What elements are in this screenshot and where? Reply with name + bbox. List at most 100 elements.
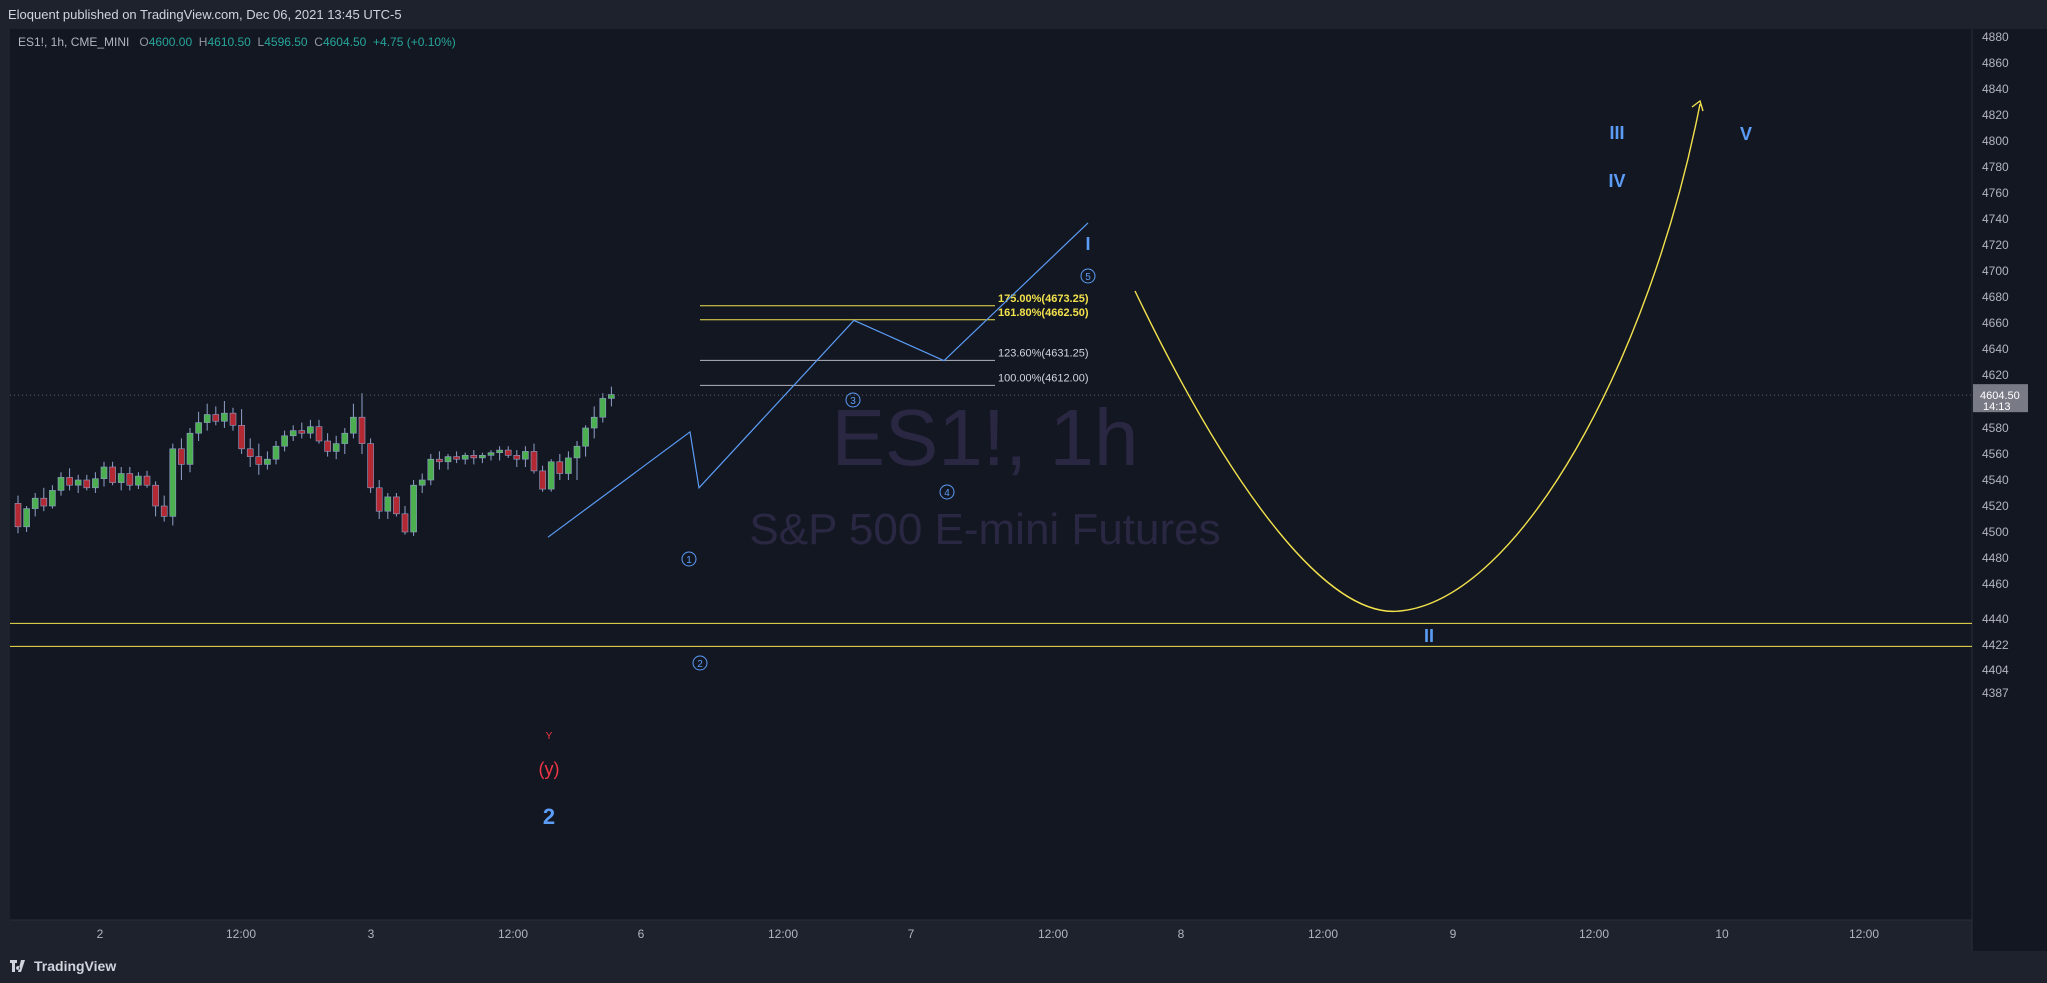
candle-body [332,443,340,452]
candle-body [479,454,486,459]
candle-body [100,466,108,479]
candle-body [272,445,280,460]
wave-minor-label: 4 [944,488,950,499]
legend-low: 4596.50 [264,35,308,49]
legend-high: 4610.50 [207,35,251,49]
fib-level-label: 175.00%(4673.25) [998,293,1089,305]
time-tick-label: 12:00 [1038,927,1068,941]
price-tick-label: 4760 [1982,186,2009,200]
price-tick-label: 4520 [1982,499,2009,513]
time-tick-label: 12:00 [1308,927,1338,941]
candle-body [66,477,73,486]
candle-body [126,473,134,486]
candle-body [418,479,426,486]
time-tick-label: 8 [1178,927,1185,941]
symbol-legend[interactable]: ES1!, 1h, CME_MINI O4600.00 H4610.50 L45… [18,35,456,49]
wave-label-III: III [1609,123,1624,143]
legend-close: 4604.50 [322,35,367,49]
candle-body [582,427,589,447]
tradingview-logo-icon[interactable] [10,952,28,983]
price-tick-label: 4680 [1982,290,2009,304]
candle-body [590,416,598,429]
fibonacci-extension[interactable]: 175.00%(4673.25) 161.80%(4662.50) 123.60%(… [700,293,1089,386]
price-tick-label: 4460 [1982,577,2009,591]
fib-level-label: 100.00%(4612.00) [998,372,1089,384]
price-tick-label: 4860 [1982,56,2009,70]
time-tick-label: 10 [1715,927,1729,941]
price-tick-label: 4580 [1982,421,2009,435]
price-tick-label: 4740 [1982,212,2009,226]
candle-body [83,479,91,489]
chart-area[interactable]: ES1!, 1h S&P 500 E-mini Futures 4880 4860… [0,29,2047,951]
candle-body [307,426,314,434]
price-tick-label: 4387 [1982,686,2009,700]
wave-circle [692,655,708,671]
publish-text: Eloquent published on TradingView.com, D… [8,7,402,22]
candle-body [74,479,82,486]
chart-canvas[interactable]: ES1!, 1h S&P 500 E-mini Futures 4880 4860… [0,29,2047,951]
candle-body [289,430,297,437]
candle-body [49,490,56,507]
candle-body [229,412,237,426]
candle-body [513,454,521,460]
price-tick-label: 4780 [1982,160,2009,174]
watermark-symbol: ES1!, 1h [832,393,1139,482]
candle-body [350,416,357,434]
price-tick-label: 4660 [1982,316,2009,330]
candle-body [117,473,125,483]
wave-minor-label: 3 [850,396,856,407]
price-tick-label: 4540 [1982,473,2009,487]
candle-body [401,513,409,533]
candle-body [367,443,374,489]
wave-circle [939,484,955,500]
price-tick-label: 4422 [1982,638,2009,652]
time-tick-label: 2 [97,927,104,941]
wave-circle [681,551,697,567]
candle-body [453,456,460,460]
price-tick-label: 4880 [1982,30,2009,44]
legend-symbol[interactable]: ES1!, 1h, CME_MINI [18,35,130,49]
time-axis-labels: 2 12:00 3 12:00 6 12:00 7 12:00 8 12:00 9 12:00 10 12… [97,927,1880,941]
candle-body [393,496,400,515]
support-lines [10,622,1972,647]
candle-body [565,457,572,474]
candle-body [573,445,581,459]
candle-body [238,424,245,450]
candle-body [556,461,564,474]
fib-level-label: 123.60%(4631.25) [998,347,1089,359]
candle-body [255,456,263,465]
wave-label-y-paren: (y) [539,759,560,779]
candle-body [152,484,159,507]
candle-body [186,432,194,465]
price-tick-label: 4620 [1982,368,2009,382]
fib-level-label: 161.80%(4662.50) [998,307,1089,319]
time-tick-label: 12:00 [1579,927,1609,941]
price-tick-label: 4800 [1982,134,2009,148]
candle-body [444,456,452,463]
candle-body [160,505,168,517]
candle-body [281,435,288,447]
time-tick-label: 7 [908,927,915,941]
price-axis-labels: 4880 4860 4840 4820 4800 4780 4760 4740 4720 4700… [1982,30,2009,700]
candle-body [246,448,254,457]
candle-body [212,414,220,422]
footer-brand[interactable]: TradingView [34,958,117,974]
wave-label-IV: IV [1608,171,1625,191]
candle-body [109,466,116,483]
candle-body [31,497,39,509]
footer-bar: TradingView [0,951,2047,982]
price-axis[interactable] [1972,29,2047,951]
candle-body [169,448,177,517]
impulse-wave-line [547,222,1089,538]
candle-body [40,497,48,507]
time-tick-label: 12:00 [768,927,798,941]
legend-change: +4.75 (+0.10%) [373,35,456,49]
candle-body [324,440,331,452]
candle-body [384,496,392,512]
candle-body [504,449,512,456]
time-tick-label: 12:00 [498,927,528,941]
time-tick-label: 6 [638,927,645,941]
wave-label-II: II [1424,626,1434,646]
candle-body [539,470,546,490]
